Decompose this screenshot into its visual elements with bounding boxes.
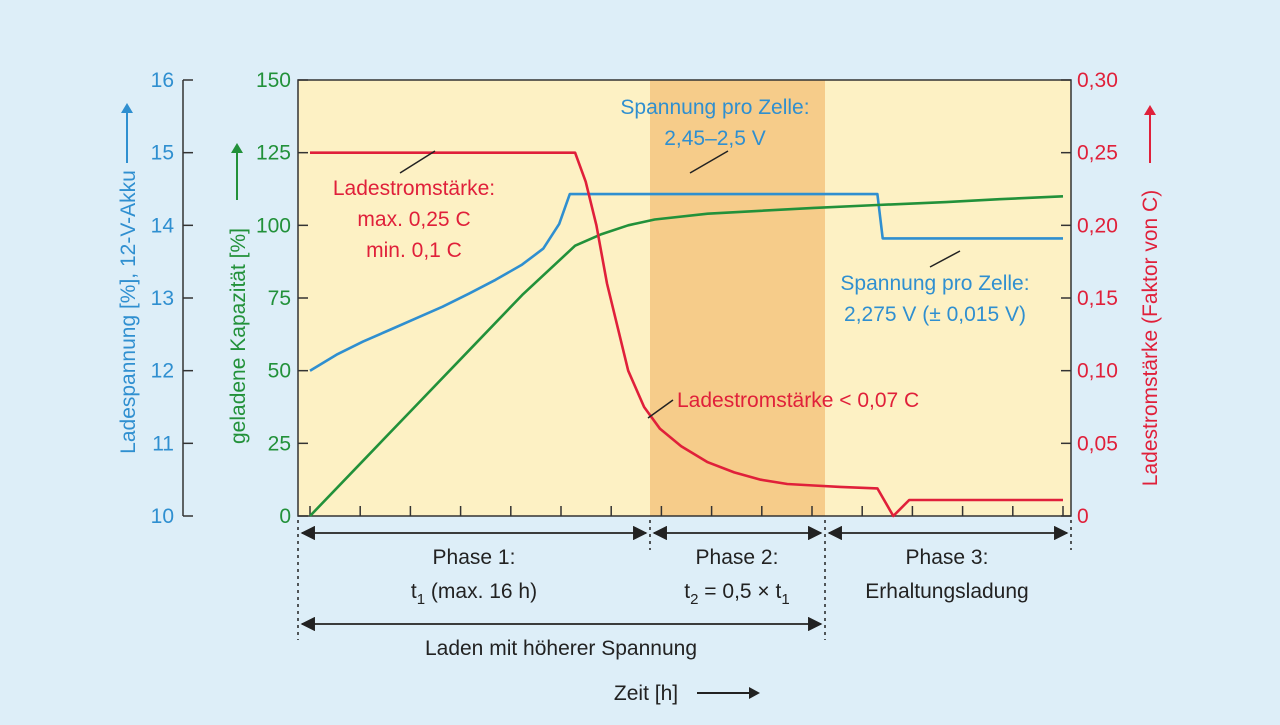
voltage-tick-label: 11	[152, 432, 174, 455]
capacity-tick-label: 125	[256, 142, 291, 165]
axes-layer: 10 11 12 13 14 15 16 0 25 50 75 100 125 150 0 0,05 0,10 0…	[151, 69, 1118, 528]
annotation-voltage-bottom-1: Spannung pro Zelle:	[840, 272, 1029, 295]
voltage-tick-label: 14	[151, 214, 175, 237]
voltage-tick-label: 10	[151, 505, 174, 528]
capacity-tick-label: 50	[268, 360, 291, 383]
higher-voltage-label: Laden mit höherer Spannung	[425, 637, 697, 660]
capacity-axis-label: geladene Kapazität [%]	[227, 228, 250, 444]
capacity-tick-label: 25	[268, 432, 291, 455]
capacity-tick-label: 75	[268, 287, 291, 310]
phase1-title: Phase 1:	[433, 546, 516, 569]
capacity-line	[309, 195, 1064, 517]
voltage-tick-label: 12	[151, 360, 174, 383]
current-tick-label: 0,05	[1077, 432, 1118, 455]
current-tick-label: 0	[1077, 505, 1089, 528]
annotation-voltage-top-2: 2,45–2,5 V	[664, 127, 766, 150]
phase3-subtitle: Erhaltungsladung	[865, 580, 1028, 603]
capacity-tick-label: 150	[256, 69, 291, 92]
annotation-voltage-bottom-2: 2,275 V (± 0,015 V)	[844, 303, 1026, 326]
capacity-tick-label: 0	[279, 505, 291, 528]
leader-voltage-top	[689, 150, 729, 174]
current-axis-label: Ladestromstärke (Faktor von C)	[1139, 190, 1162, 486]
voltage-axis-label: Ladespannung [%], 12-V-Akku	[117, 170, 140, 454]
current-tick-label: 0,30	[1077, 69, 1118, 92]
annotation-voltage-top-1: Spannung pro Zelle:	[620, 96, 809, 119]
current-line	[310, 151, 1063, 518]
current-tick-label: 0,15	[1077, 287, 1118, 310]
phase3-title: Phase 3:	[906, 546, 989, 569]
current-tick-label: 0,20	[1077, 214, 1118, 237]
current-tick-label: 0,25	[1077, 142, 1118, 165]
phase1-duration: t1 (max. 16 h)	[411, 580, 537, 608]
annotation-current-3: min. 0,1 C	[366, 239, 462, 262]
annotation-current-2: max. 0,25 C	[357, 208, 470, 231]
leader-current-low	[647, 399, 674, 419]
annotation-current-low: Ladestromstärke < 0,07 C	[677, 389, 919, 412]
current-tick-label: 0,10	[1077, 360, 1118, 383]
leader-voltage-bottom	[929, 250, 961, 268]
lines-layer	[309, 151, 1064, 518]
voltage-tick-label: 16	[151, 69, 174, 92]
phase2-duration: t2 = 0,5 × t1	[684, 580, 789, 608]
annotation-current-1: Ladestromstärke:	[333, 177, 495, 200]
voltage-tick-label: 15	[151, 142, 174, 165]
capacity-tick-label: 100	[256, 214, 291, 237]
voltage-tick-label: 13	[151, 287, 174, 310]
x-axis-label: Zeit [h]	[614, 682, 678, 705]
x-axis-arrowhead	[749, 687, 760, 699]
phase2-title: Phase 2:	[696, 546, 779, 569]
voltage-axis-arrowhead	[121, 103, 133, 113]
leader-current-top	[399, 150, 436, 174]
current-axis-arrowhead	[1144, 105, 1156, 115]
voltage-line	[309, 192, 1063, 372]
capacity-axis-arrowhead	[231, 143, 243, 153]
